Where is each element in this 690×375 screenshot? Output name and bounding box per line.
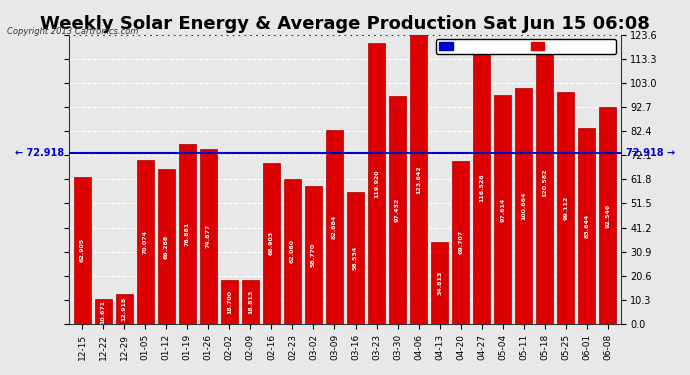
Text: 92.546: 92.546 — [605, 204, 611, 228]
Text: 18.700: 18.700 — [227, 290, 232, 314]
Text: 34.813: 34.813 — [437, 271, 442, 296]
Text: 123.642: 123.642 — [416, 165, 421, 194]
Legend: Average  (kWh), Weekly  (kWh): Average (kWh), Weekly (kWh) — [436, 39, 616, 54]
Bar — [389, 96, 406, 324]
Bar — [179, 144, 196, 324]
Bar — [558, 92, 574, 324]
Bar — [200, 148, 217, 324]
Text: 10.671: 10.671 — [101, 300, 106, 324]
Bar — [494, 95, 511, 324]
Text: 70.074: 70.074 — [143, 230, 148, 254]
Bar — [116, 294, 132, 324]
Text: 97.614: 97.614 — [500, 198, 505, 222]
Bar — [137, 160, 154, 324]
Bar — [452, 161, 469, 324]
Text: 83.644: 83.644 — [584, 214, 589, 238]
Text: 100.664: 100.664 — [521, 192, 526, 220]
Bar — [515, 88, 532, 324]
Text: 62.905: 62.905 — [79, 238, 85, 262]
Bar — [263, 163, 280, 324]
Bar — [473, 51, 490, 324]
Bar — [410, 34, 427, 324]
Bar — [326, 130, 343, 324]
Text: 82.684: 82.684 — [332, 215, 337, 239]
Bar — [431, 243, 448, 324]
Text: 12.918: 12.918 — [121, 297, 127, 321]
Text: 66.288: 66.288 — [164, 234, 169, 258]
Text: 119.920: 119.920 — [374, 170, 379, 198]
Text: 120.582: 120.582 — [542, 169, 547, 197]
Text: 116.526: 116.526 — [480, 173, 484, 202]
Text: ← 72.918: ← 72.918 — [15, 148, 64, 158]
Text: 74.877: 74.877 — [206, 224, 210, 249]
Bar — [368, 43, 385, 324]
Text: 58.770: 58.770 — [311, 243, 316, 267]
Text: 18.813: 18.813 — [248, 290, 253, 314]
Bar — [95, 299, 112, 324]
Text: Copyright 2013 Cartronics.com: Copyright 2013 Cartronics.com — [7, 27, 138, 36]
Text: 97.432: 97.432 — [395, 198, 400, 222]
Bar — [536, 42, 553, 324]
Text: 68.903: 68.903 — [269, 231, 274, 255]
Text: 76.881: 76.881 — [185, 222, 190, 246]
Bar — [578, 128, 595, 324]
Text: 69.707: 69.707 — [458, 230, 463, 255]
Bar — [242, 280, 259, 324]
Bar — [284, 178, 301, 324]
Bar — [221, 280, 238, 324]
Title: Weekly Solar Energy & Average Production Sat Jun 15 06:08: Weekly Solar Energy & Average Production… — [40, 15, 650, 33]
Bar — [305, 186, 322, 324]
Bar — [158, 169, 175, 324]
Text: 99.112: 99.112 — [563, 196, 569, 220]
Bar — [74, 177, 90, 324]
Text: 56.534: 56.534 — [353, 246, 358, 270]
Text: 72.918 →: 72.918 → — [626, 148, 675, 158]
Bar — [347, 192, 364, 324]
Text: 62.060: 62.060 — [290, 239, 295, 263]
Bar — [600, 107, 616, 324]
